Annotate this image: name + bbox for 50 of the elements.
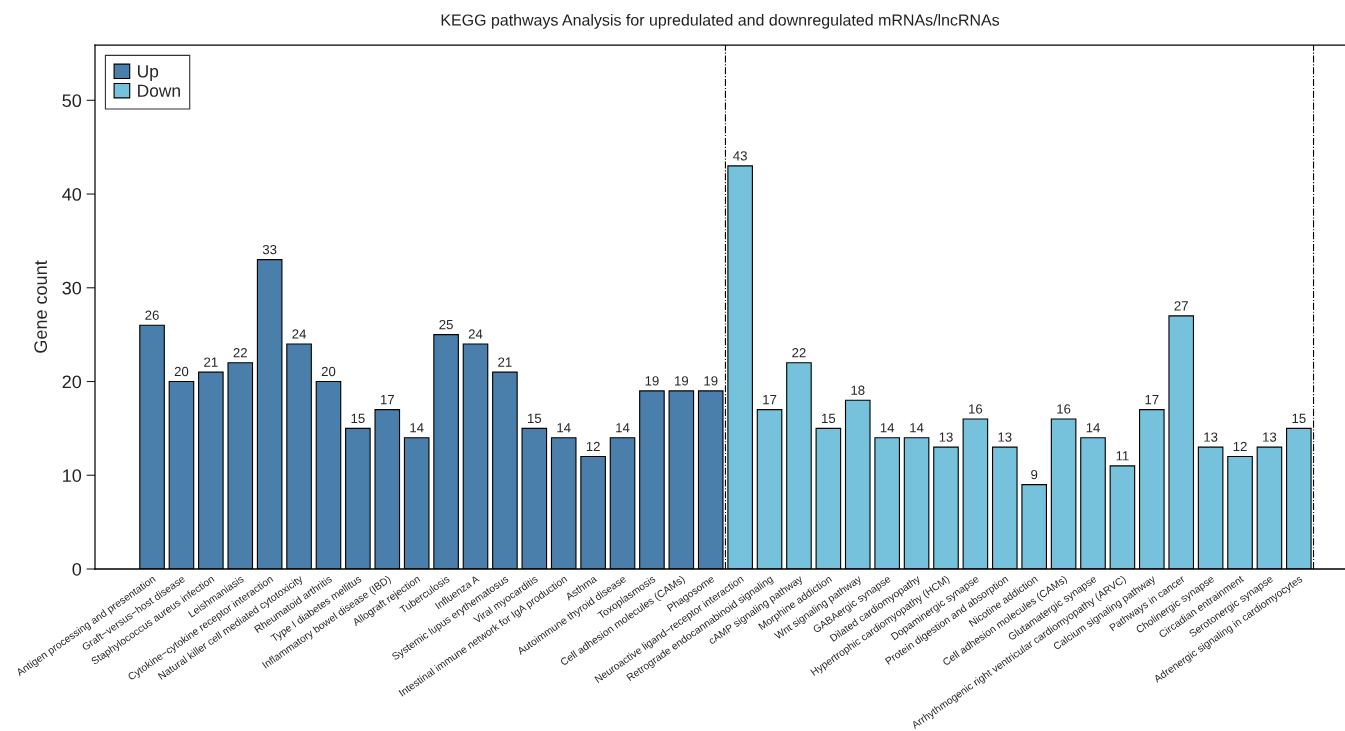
data-label: 33 [262,244,277,255]
data-label: 43 [733,151,747,161]
data-label: 13 [1204,432,1218,442]
data-label: 22 [792,348,806,358]
data-label: 13 [1263,432,1277,442]
data-label: 17 [380,395,394,405]
y-tick-label: 30 [62,281,82,295]
data-label: 11 [1116,451,1129,461]
data-label: 13 [998,432,1012,442]
data-label: 14 [410,423,424,433]
data-label: 15 [351,413,365,424]
y-tick-label: 10 [63,469,82,482]
data-label: 22 [233,348,247,358]
data-label: 21 [204,357,218,367]
data-label: 17 [763,395,777,405]
data-label: 24 [468,329,483,339]
data-label: 16 [969,404,983,414]
data-label: 19 [645,376,659,386]
data-label: 19 [675,376,689,386]
data-label: 15 [1292,413,1306,424]
data-label: 16 [1057,404,1071,414]
data-label: 20 [174,366,189,377]
legend-label: Down [138,84,180,97]
y-tick-label: 20 [62,375,82,389]
y-tick-label: 0 [72,562,82,576]
data-label: 13 [939,432,953,442]
data-label: 14 [616,423,630,433]
data-label: 14 [880,423,895,433]
data-label: 19 [704,376,718,386]
chart-title: KEGG pathways Analysis for upredulated and downregulated mRNAs/lncRNAs [441,13,1000,29]
data-label: 18 [851,385,865,395]
legend-label: Up [138,65,159,81]
data-label: 9 [1031,469,1038,480]
data-label: 14 [910,423,924,433]
y-axis-title: Gene count [34,260,48,353]
data-label: 14 [557,423,571,433]
data-label: 26 [145,310,159,320]
data-label: 27 [1174,301,1188,311]
data-label: 25 [439,319,453,330]
data-label: 24 [292,329,307,339]
data-label: 14 [1086,423,1100,433]
data-label: 15 [822,413,836,424]
data-label: 21 [498,357,512,367]
data-label: 12 [1233,441,1247,451]
y-tick-label: 50 [62,94,82,108]
data-label: 20 [321,366,336,377]
data-label: 17 [1145,395,1159,405]
data-label: 15 [527,413,542,424]
y-tick-label: 40 [62,187,82,201]
data-label: 12 [586,441,600,451]
